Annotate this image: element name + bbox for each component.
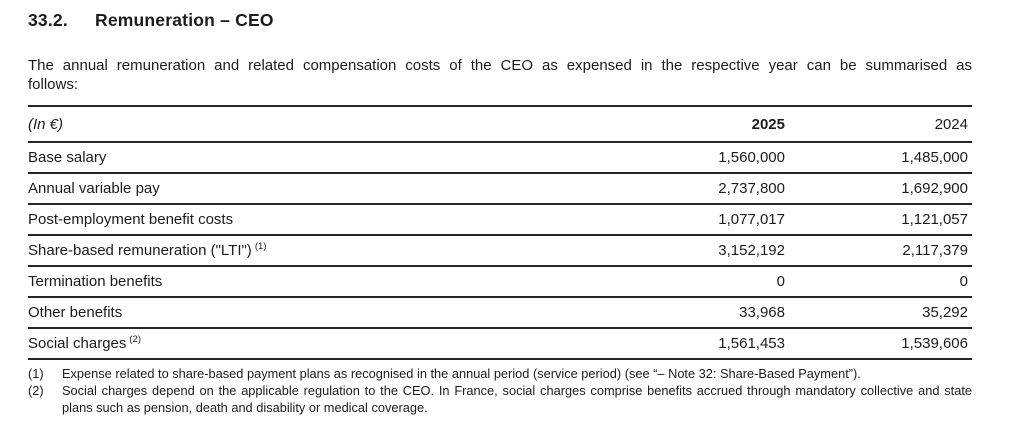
value-2024: 1,121,057 [785,204,972,236]
footnote-2: (2) Social charges depend on the applica… [28,382,972,416]
footnote-1-text: Expense related to share-based payment p… [62,366,861,381]
value-2025: 0 [598,266,785,298]
footnote-reference: (1) [254,241,267,252]
intro-line-1: The annual remuneration and related comp… [28,57,972,74]
value-2024: 2,117,379 [785,235,972,267]
table-row: Termination benefits 0 0 [28,266,972,298]
value-2025: 3,152,192 [598,235,785,267]
footnote-reference: (2) [129,334,142,345]
section-heading: 33.2. Remuneration – CEO [28,10,972,31]
value-2024: 1,485,000 [785,142,972,174]
remuneration-table: (In €) 2025 2024 Base salary 1,560,000 1… [28,105,972,360]
footnote-1: (1) Expense related to share-based payme… [28,365,972,382]
value-2025: 1,560,000 [598,142,785,174]
footnotes-section: (1) Expense related to share-based payme… [28,365,972,416]
row-label: Other benefits [28,304,123,321]
unit-label: (In €) [28,106,598,143]
value-2025: 2,737,800 [598,173,785,205]
value-2025: 1,077,017 [598,204,785,236]
table-row: Post-employment benefit costs 1,077,017 … [28,204,972,236]
section-number: 33.2. [28,10,68,30]
row-label: Base salary [28,149,107,166]
value-2024: 1,539,606 [785,328,972,360]
row-label: Termination benefits [28,273,163,290]
intro-paragraph: The annual remuneration and related comp… [28,56,972,94]
value-2025: 33,968 [598,297,785,329]
table-row: Base salary 1,560,000 1,485,000 [28,142,972,174]
row-label: Social charges [28,335,127,352]
table-header-row: (In €) 2025 2024 [28,106,972,143]
table-row: Other benefits 33,968 35,292 [28,297,972,329]
row-label: Annual variable pay [28,180,160,197]
intro-line-2: follows: [28,76,79,93]
section-title: Remuneration – CEO [95,10,274,30]
footnote-1-marker: (1) [28,366,44,381]
footnote-2-marker: (2) [28,383,44,398]
value-2024: 0 [785,266,972,298]
table-row: Share-based remuneration ("LTI") (1) 3,15… [28,235,972,267]
value-2024: 35,292 [785,297,972,329]
value-2024: 1,692,900 [785,173,972,205]
column-header-2025: 2025 [598,106,785,143]
row-label: Share-based remuneration ("LTI") [28,242,252,259]
value-2025: 1,561,453 [598,328,785,360]
table-row: Social charges (2) 1,561,453 1,539,606 [28,328,972,360]
footnote-2-text: Social charges depend on the applicable … [62,383,972,415]
column-header-2024: 2024 [785,106,972,143]
row-label: Post-employment benefit costs [28,211,234,228]
table-body: Base salary 1,560,000 1,485,000 Annual v… [28,142,972,360]
table-row: Annual variable pay 2,737,800 1,692,900 [28,173,972,205]
